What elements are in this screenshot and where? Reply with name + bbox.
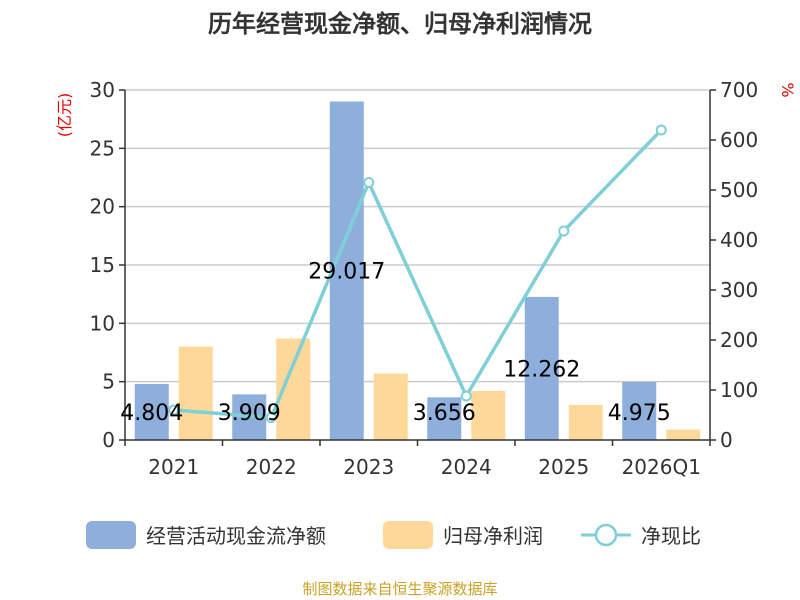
x-tick-label: 2025 bbox=[538, 455, 589, 479]
right-tick-label: 700 bbox=[720, 78, 758, 102]
left-tick-label: 25 bbox=[90, 136, 115, 160]
data-label: 12.262 bbox=[503, 357, 580, 382]
ratio-point bbox=[655, 124, 667, 136]
bar-cashflow bbox=[427, 397, 462, 440]
ratio-line-path bbox=[173, 128, 663, 420]
data-label: 4.975 bbox=[608, 401, 671, 426]
legend-swatch bbox=[86, 521, 136, 549]
x-tick-label: 2022 bbox=[246, 455, 297, 479]
bar-net-profit bbox=[666, 429, 701, 440]
right-tick-label: 500 bbox=[720, 178, 758, 202]
source-note: 制图数据来自恒生聚源数据库 bbox=[302, 580, 497, 598]
right-tick-label: 300 bbox=[720, 278, 758, 302]
x-axis: 2021 2022 2023 2024 2025 2026Q1 bbox=[124, 439, 711, 479]
ratio-point bbox=[168, 404, 180, 416]
data-label: 4.804 bbox=[120, 401, 183, 426]
bar-cashflow bbox=[329, 101, 364, 441]
ratio-point bbox=[558, 225, 570, 237]
right-axis: 0 100 200 300 400 500 600 700 bbox=[709, 78, 758, 452]
left-tick-label: 0 bbox=[102, 428, 115, 452]
ratio-point bbox=[460, 390, 472, 402]
x-tick-label: 2023 bbox=[343, 455, 394, 479]
left-axis-unit: (亿元) bbox=[55, 93, 74, 138]
legend-label: 归母净利润 bbox=[443, 524, 543, 548]
grid-lines bbox=[125, 89, 710, 383]
data-labels: 4.804 3.909 29.017 3.656 12.262 4.975 bbox=[120, 260, 670, 426]
bar-cashflow bbox=[524, 296, 559, 440]
left-tick-label: 20 bbox=[90, 195, 115, 219]
right-tick-label: 400 bbox=[720, 228, 758, 252]
left-tick-label: 15 bbox=[90, 253, 115, 277]
left-tick-label: 30 bbox=[90, 78, 115, 102]
data-label: 29.017 bbox=[308, 260, 385, 285]
ratio-line bbox=[168, 124, 667, 423]
right-tick-label: 100 bbox=[720, 378, 758, 402]
data-label: 3.656 bbox=[413, 401, 476, 426]
bar-cashflow bbox=[134, 383, 169, 440]
legend: 经营活动现金流净额 归母净利润 净现比 bbox=[86, 521, 701, 549]
bar-cashflow bbox=[622, 381, 657, 440]
legend-marker bbox=[594, 523, 618, 547]
data-label: 3.909 bbox=[218, 401, 281, 426]
x-tick-label: 2026Q1 bbox=[622, 455, 701, 479]
bar-net-profit bbox=[568, 405, 603, 440]
right-tick-label: 600 bbox=[720, 128, 758, 152]
chart-title: 历年经营现金净额、归母净利润情况 bbox=[208, 10, 592, 38]
right-tick-label: 0 bbox=[720, 428, 733, 452]
x-tick-label: 2024 bbox=[441, 455, 492, 479]
ratio-point bbox=[265, 412, 277, 423]
legend-swatch bbox=[383, 521, 433, 549]
legend-label: 经营活动现金流净额 bbox=[146, 524, 326, 548]
bar-net-profit bbox=[373, 373, 408, 440]
bar-net-profit bbox=[471, 391, 506, 440]
ratio-point bbox=[363, 177, 375, 188]
x-tick-label: 2021 bbox=[148, 455, 199, 479]
bar-net-profit bbox=[178, 346, 213, 440]
bars bbox=[134, 101, 701, 441]
right-tick-label: 200 bbox=[720, 328, 758, 352]
left-tick-label: 5 bbox=[102, 370, 115, 394]
legend-label: 净现比 bbox=[641, 524, 701, 548]
right-axis-unit: % bbox=[778, 82, 797, 97]
left-axis: 0 5 10 15 20 25 30 bbox=[90, 78, 126, 452]
left-tick-label: 10 bbox=[90, 311, 115, 335]
